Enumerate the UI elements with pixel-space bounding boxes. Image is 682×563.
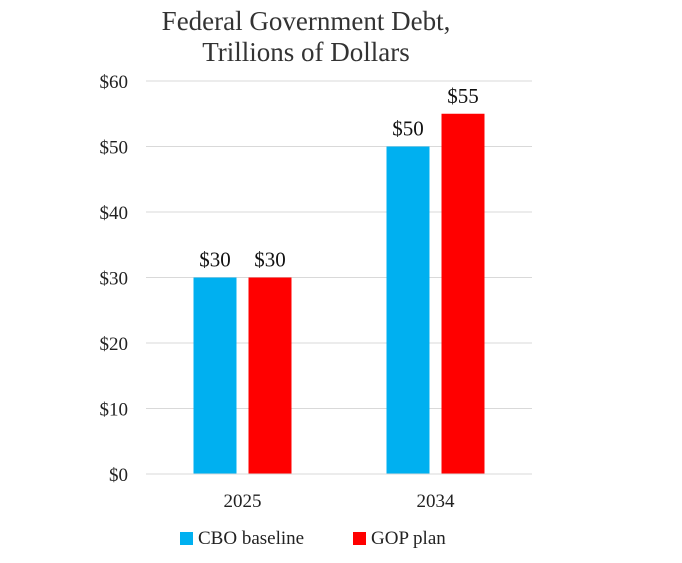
- bars: [193, 113, 485, 474]
- bar-gop-plan-2034: [441, 113, 485, 474]
- legend-swatch: [353, 532, 366, 545]
- y-tick-label: $10: [100, 400, 129, 421]
- y-tick-label: $40: [100, 203, 129, 224]
- data-label: $30: [254, 248, 286, 272]
- y-tick-label: $20: [100, 334, 129, 355]
- y-tick-label: $30: [100, 269, 129, 290]
- data-labels: $30 $30 $50 $55: [199, 84, 479, 272]
- y-axis: $0 $10 $20 $30 $40 $50 $60: [100, 72, 129, 486]
- x-axis: 2025 2034: [146, 473, 532, 512]
- y-tick-label: $0: [109, 465, 128, 486]
- legend-label: CBO baseline: [198, 528, 304, 549]
- chart-title-line-1: Federal Government Debt,: [162, 6, 451, 36]
- x-tick-label: 2034: [417, 491, 456, 512]
- legend: CBO baseline GOP plan: [180, 528, 446, 549]
- data-label: $50: [392, 117, 424, 141]
- y-tick-label: $50: [100, 138, 129, 159]
- bar-cbo-baseline-2025: [193, 277, 237, 474]
- bar-cbo-baseline-2034: [386, 146, 430, 474]
- y-tick-label: $60: [100, 72, 129, 93]
- legend-label: GOP plan: [371, 528, 446, 549]
- data-label: $55: [447, 84, 479, 108]
- data-label: $30: [199, 248, 231, 272]
- chart-title-line-2: Trillions of Dollars: [202, 37, 410, 67]
- bar-gop-plan-2025: [248, 277, 292, 474]
- legend-swatch: [180, 532, 193, 545]
- x-tick-label: 2025: [224, 491, 262, 512]
